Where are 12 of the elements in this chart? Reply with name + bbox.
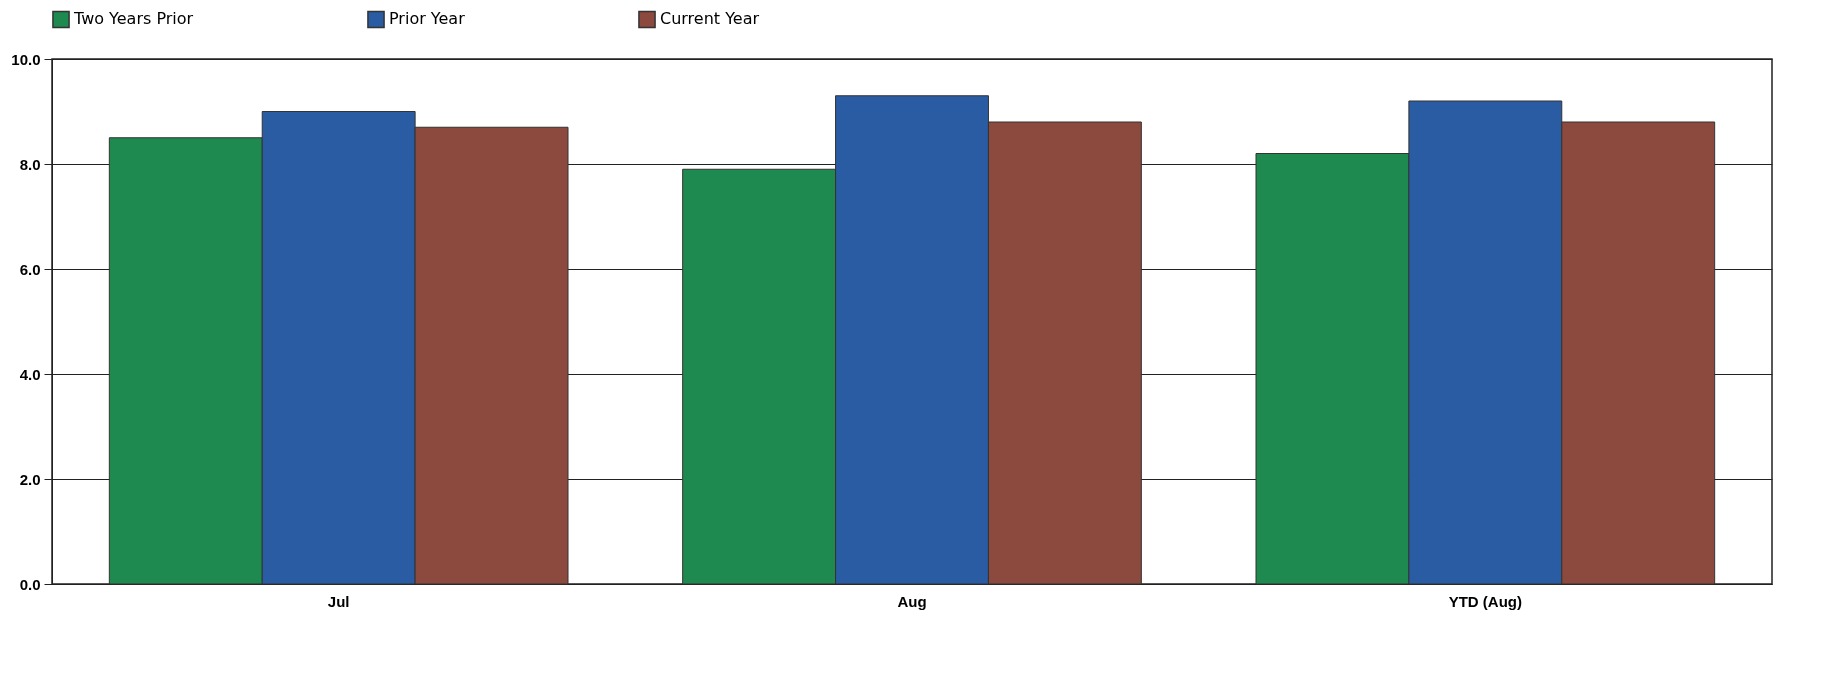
y-tick-label: 6.0 xyxy=(19,260,41,278)
x-tick-label: Jul xyxy=(327,592,350,610)
legend-label: Current Year xyxy=(660,9,760,29)
x-tick-label: Aug xyxy=(897,592,927,610)
y-tick-label: 0.0 xyxy=(19,575,41,593)
y-tick-label: 2.0 xyxy=(19,470,41,488)
x-tick-label: YTD (Aug) xyxy=(1448,592,1522,610)
legend-label: Two Years Prior xyxy=(73,9,194,29)
y-tick-label: 4.0 xyxy=(19,365,41,383)
y-tick-label: 10.0 xyxy=(11,50,41,68)
legend-label: Prior Year xyxy=(389,9,466,29)
y-tick-label: 8.0 xyxy=(19,155,41,173)
